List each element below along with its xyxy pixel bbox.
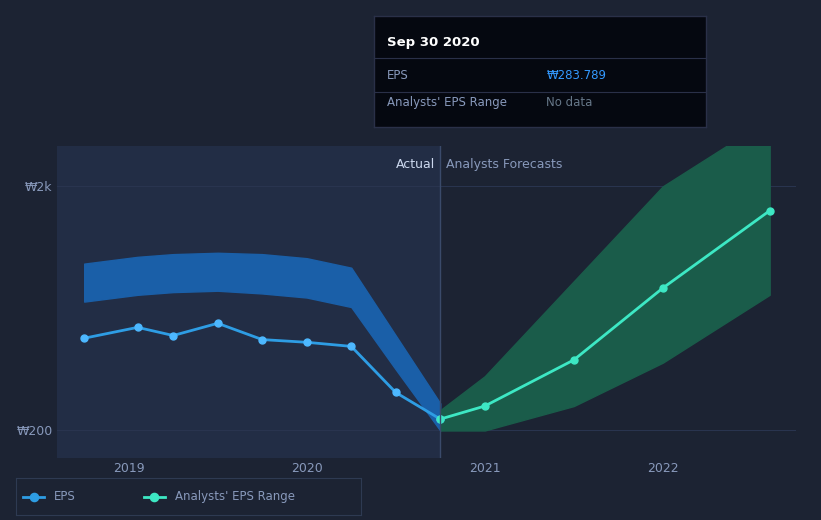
Point bbox=[131, 323, 144, 332]
Text: EPS: EPS bbox=[387, 69, 409, 82]
Text: EPS: EPS bbox=[54, 490, 76, 503]
Text: Sep 30 2020: Sep 30 2020 bbox=[387, 36, 479, 49]
Point bbox=[300, 338, 314, 346]
Point bbox=[345, 342, 358, 350]
Bar bbox=[57, 146, 440, 458]
Point bbox=[255, 335, 268, 344]
Text: ₩283.789: ₩283.789 bbox=[547, 69, 607, 82]
Point bbox=[211, 319, 224, 328]
Point bbox=[389, 388, 402, 397]
Text: Analysts Forecasts: Analysts Forecasts bbox=[446, 158, 562, 171]
Point bbox=[148, 492, 161, 501]
Point bbox=[433, 415, 447, 423]
Text: Analysts' EPS Range: Analysts' EPS Range bbox=[175, 490, 295, 503]
Text: Analysts' EPS Range: Analysts' EPS Range bbox=[387, 96, 507, 109]
Text: No data: No data bbox=[547, 96, 593, 109]
Point bbox=[78, 334, 91, 342]
Point bbox=[27, 492, 40, 501]
Text: Actual: Actual bbox=[396, 158, 435, 171]
Point bbox=[167, 331, 180, 340]
Point bbox=[567, 356, 580, 364]
Point bbox=[763, 206, 776, 215]
Point bbox=[478, 402, 491, 410]
Point bbox=[433, 415, 447, 423]
Point bbox=[656, 284, 669, 292]
